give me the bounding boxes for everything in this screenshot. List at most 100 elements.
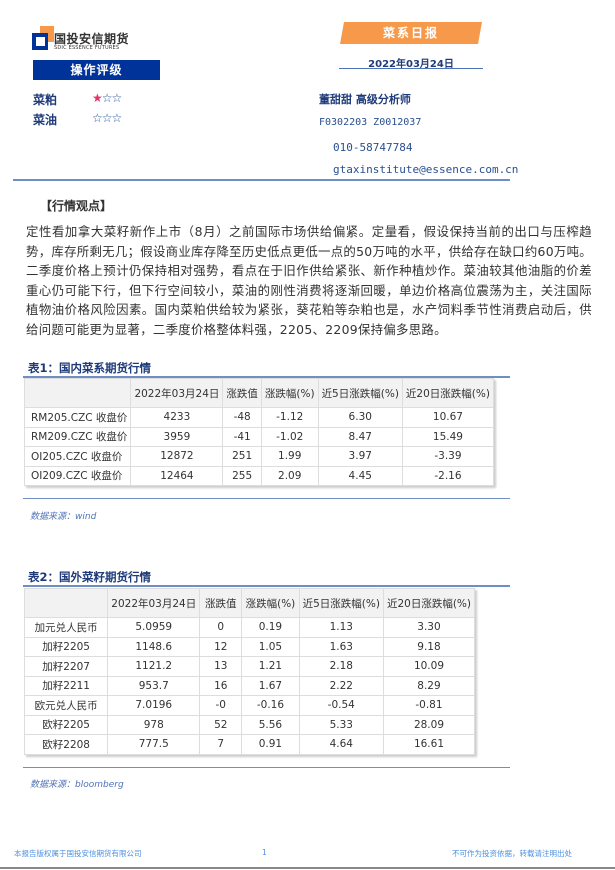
cell: 加籽2205 [23,636,109,657]
header-cell: 近5日涨跌幅(%) [317,378,403,408]
rating-name-meal: 菜粕 [33,93,58,107]
cell: -0.16 [241,695,300,716]
domestic-futures-table: 2022年03月24日 涨跌值 涨跌幅(%) 近5日涨跌幅(%) 近20日涨跌幅… [23,378,494,486]
table-row: 加元兑人民币 5.0959 0 0.19 1.13 3.30 [23,617,476,638]
cell: 12 [199,636,243,657]
cell: 9.18 [382,636,476,657]
table-row: 欧籽2208 777.5 7 0.91 4.64 16.61 [23,734,476,755]
report-date: 2022年03月24日 [368,59,454,70]
star-empty-icon: ☆ [101,111,113,125]
header-cell: 涨跌值 [199,588,243,618]
divider [13,179,510,181]
analyst-name: 董甜甜 高级分析师 [319,93,411,106]
cell: 5.56 [241,714,300,735]
header-cell: 涨跌值 [222,378,262,408]
cell: 1.63 [298,636,384,657]
cell: -3.39 [401,446,494,467]
cell: 13 [199,656,243,677]
analyst-phone: 010-58747784 [333,141,413,154]
table-row: OI205.CZC 收盘价 12872 251 1.99 3.97 -3.39 [23,446,494,467]
cell: 5.33 [298,714,384,735]
cell: 953.7 [107,675,201,696]
cell: RM205.CZC 收盘价 [23,407,132,428]
cell: 28.09 [382,714,476,735]
table-row: 加籽2211 953.7 16 1.67 2.22 8.29 [23,675,476,696]
table2-source: 数据来源：bloomberg [30,780,124,790]
table-row: RM209.CZC 收盘价 3959 -41 -1.02 8.47 15.49 [23,426,494,447]
header-cell: 涨跌幅(%) [241,588,300,618]
cell: 0.91 [241,734,300,755]
header-cell: 2022年03月24日 [107,588,201,618]
cell: 15.49 [401,426,494,447]
table-header-row: 2022年03月24日 涨跌值 涨跌幅(%) 近5日涨跌幅(%) 近20日涨跌幅… [23,378,494,408]
cell: 8.29 [382,675,476,696]
cell: 251 [222,446,262,467]
header-cell: 近20日涨跌幅(%) [401,378,494,408]
cell: 2.09 [260,465,319,486]
star-empty-icon: ☆ [111,91,123,105]
table2-title: 表2：国外菜籽期货行情 [28,570,152,584]
footer-divider [0,867,615,869]
cell: 12464 [130,465,224,486]
cell: 2.22 [298,675,384,696]
report-type-banner: 菜系日报 [340,22,482,44]
cell: 3959 [130,426,224,447]
cell: -41 [222,426,262,447]
cell: 加元兑人民币 [23,617,109,638]
cell: 8.47 [317,426,403,447]
footer-copyright: 本报告版权属于国投安信期货有限公司 [14,849,142,858]
cell: 4.64 [298,734,384,755]
cell: 16.61 [382,734,476,755]
cell: 52 [199,714,243,735]
rating-stars-oil: ☆☆☆ [92,111,122,125]
star-filled-icon: ★ [92,91,103,105]
company-name-en: SDIC ESSENCE FUTURES [54,45,120,51]
header-cell [23,378,132,408]
rating-name-oil: 菜油 [33,113,58,127]
cell: 5.0959 [107,617,201,638]
table-row: 加籽2205 1148.6 12 1.05 1.63 9.18 [23,636,476,657]
cell: 6.30 [317,407,403,428]
divider [339,68,483,69]
table1-title: 表1：国内菜系期货行情 [28,361,152,375]
cell: 0.19 [241,617,300,638]
cell: OI205.CZC 收盘价 [23,446,132,467]
header-cell [23,588,109,618]
table-row: OI209.CZC 收盘价 12464 255 2.09 4.45 -2.16 [23,465,494,486]
cell: 0 [199,617,243,638]
cell: 4233 [130,407,224,428]
cell: 3.30 [382,617,476,638]
cell: 10.09 [382,656,476,677]
cell: 978 [107,714,201,735]
table-row: 欧元兑人民币 7.0196 -0 -0.16 -0.54 -0.81 [23,695,476,716]
analyst-email[interactable]: gtaxinstitute@essence.com.cn [333,163,519,176]
cell: 7.0196 [107,695,201,716]
company-logo-icon [32,26,54,50]
rating-title: 操作评级 [33,60,160,80]
page-number: 1 [262,848,267,857]
cell: 1.21 [241,656,300,677]
cell: 10.67 [401,407,494,428]
market-view-text: 定性看加拿大菜籽新作上市（8月）之前国际市场供给偏紧。定量看，假设保持当前的出口… [26,224,592,337]
cell: -2.16 [401,465,494,486]
divider [23,585,510,587]
header-cell: 涨跌幅(%) [260,378,319,408]
cell: RM209.CZC 收盘价 [23,426,132,447]
overseas-futures-table: 2022年03月24日 涨跌值 涨跌幅(%) 近5日涨跌幅(%) 近20日涨跌幅… [23,588,476,755]
cell: 255 [222,465,262,486]
cell: -0.54 [298,695,384,716]
table-header-row: 2022年03月24日 涨跌值 涨跌幅(%) 近5日涨跌幅(%) 近20日涨跌幅… [23,588,476,618]
cell: 1.99 [260,446,319,467]
header-cell: 近5日涨跌幅(%) [298,588,384,618]
company-name-cn: 国投安信期货 [54,32,130,46]
header-cell: 近20日涨跌幅(%) [382,588,476,618]
header-cell: 2022年03月24日 [130,378,224,408]
divider [23,767,510,768]
cell: 777.5 [107,734,201,755]
cell: 欧籽2205 [23,714,109,735]
table-row: RM205.CZC 收盘价 4233 -48 -1.12 6.30 10.67 [23,407,494,428]
cell: 4.45 [317,465,403,486]
star-empty-icon: ☆ [92,111,103,125]
cell: 1.13 [298,617,384,638]
divider [23,498,510,499]
